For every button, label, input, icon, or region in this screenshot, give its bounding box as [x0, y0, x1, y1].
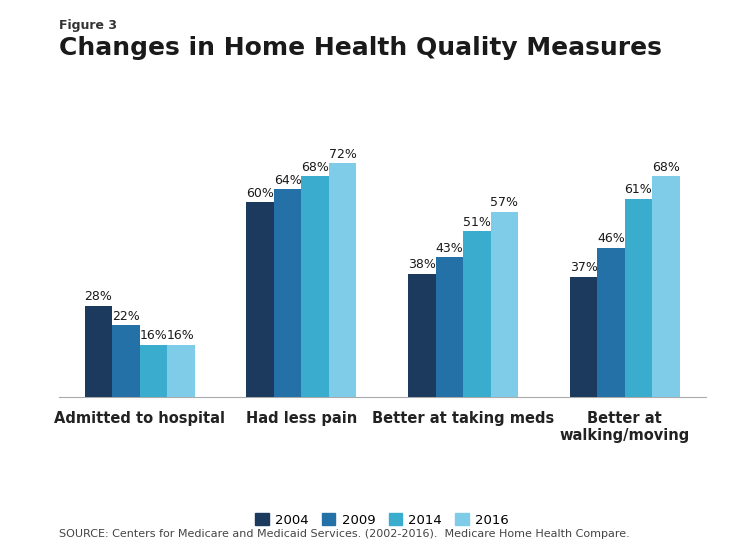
Bar [625, 199, 652, 397]
Bar [85, 306, 112, 397]
Text: 37%: 37% [570, 261, 598, 274]
Text: 28%: 28% [85, 290, 112, 304]
Text: Changes in Home Health Quality Measures: Changes in Home Health Quality Measures [59, 36, 662, 60]
Text: 61%: 61% [625, 183, 653, 196]
Bar [246, 202, 274, 397]
Bar [274, 190, 301, 397]
Text: 16%: 16% [167, 329, 195, 342]
Text: 64%: 64% [273, 174, 301, 187]
Text: 43%: 43% [435, 242, 463, 255]
Legend: 2004, 2009, 2014, 2016: 2004, 2009, 2014, 2016 [250, 508, 514, 532]
Text: 16%: 16% [140, 329, 168, 342]
Text: 46%: 46% [597, 232, 625, 245]
Text: 68%: 68% [652, 161, 680, 174]
Bar [652, 176, 680, 397]
Bar [167, 345, 195, 397]
Bar [598, 247, 625, 397]
Text: KAISER: KAISER [647, 505, 695, 518]
Text: 38%: 38% [408, 258, 436, 271]
Text: 60%: 60% [246, 187, 274, 199]
Text: 72%: 72% [329, 148, 356, 161]
Text: SOURCE: Centers for Medicare and Medicaid Services. (2002-2016).  Medicare Home : SOURCE: Centers for Medicare and Medicai… [59, 529, 630, 539]
Bar [463, 231, 490, 397]
Bar [329, 163, 356, 397]
Text: FOUNDATION: FOUNDATION [650, 530, 691, 535]
Text: 51%: 51% [463, 216, 491, 229]
Bar [112, 326, 140, 397]
Text: FAMILY: FAMILY [648, 515, 694, 528]
Bar [408, 273, 436, 397]
Text: Figure 3: Figure 3 [59, 19, 117, 33]
Bar [570, 277, 598, 397]
Text: 57%: 57% [490, 196, 518, 209]
Bar [490, 212, 518, 397]
Bar [140, 345, 167, 397]
Bar [301, 176, 329, 397]
Text: THE HENRY J.: THE HENRY J. [650, 498, 691, 504]
Bar [436, 257, 463, 397]
Text: 68%: 68% [301, 161, 329, 174]
Text: 22%: 22% [112, 310, 140, 323]
